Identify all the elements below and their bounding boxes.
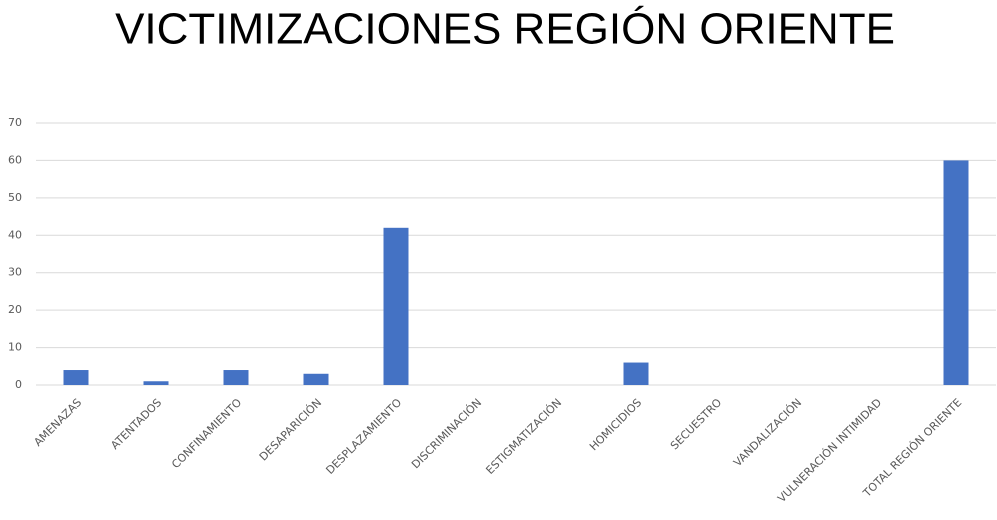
x-tick-label: DESAPARICIÓN xyxy=(257,396,324,463)
bar xyxy=(943,160,969,385)
y-tick-label: 30 xyxy=(8,266,22,279)
bar xyxy=(623,362,649,385)
x-tick-label: VANDALIZACIÓN xyxy=(731,396,804,469)
x-tick-label: ATENTADOS xyxy=(108,396,164,452)
x-tick-label: ESTIGMATIZACIÓN xyxy=(483,396,564,477)
bar xyxy=(303,373,329,385)
x-tick-label: CONFINAMIENTO xyxy=(169,396,244,471)
bar xyxy=(223,370,249,385)
y-tick-label: 20 xyxy=(8,303,22,316)
y-tick-label: 0 xyxy=(15,378,22,391)
bar xyxy=(143,381,169,385)
x-tick-label: AMENAZAS xyxy=(31,396,84,449)
x-tick-label: SECUESTRO xyxy=(668,396,725,453)
x-tick-label: HOMICIDIOS xyxy=(587,396,644,453)
y-tick-label: 50 xyxy=(8,191,22,204)
bar xyxy=(383,227,409,385)
y-tick-label: 60 xyxy=(8,153,22,166)
x-tick-label: DISCRIMINACIÓN xyxy=(409,396,484,471)
y-tick-label: 70 xyxy=(8,116,22,129)
y-tick-label: 40 xyxy=(8,228,22,241)
chart-title: VICTIMIZACIONES REGIÓN ORIENTE xyxy=(115,5,895,54)
x-tick-label: DESPLAZAMIENTO xyxy=(323,396,404,477)
y-tick-label: 10 xyxy=(8,341,22,354)
bar xyxy=(63,370,89,385)
